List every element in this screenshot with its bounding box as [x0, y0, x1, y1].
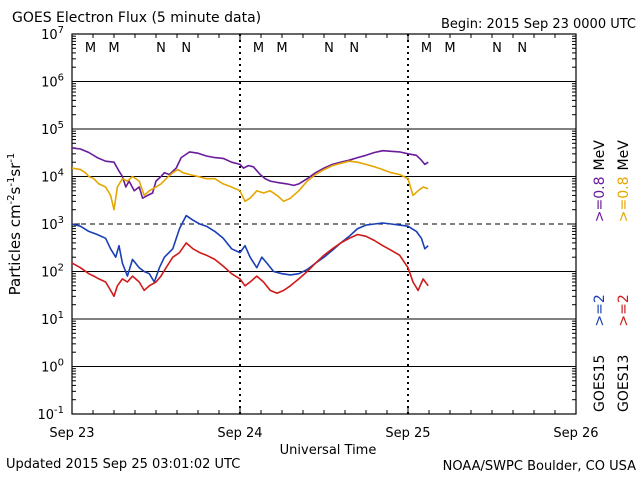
y-tick-label: 106	[41, 73, 64, 91]
updated-time: Updated 2015 Sep 25 03:01:02 UTC	[6, 457, 240, 472]
legend-column: GOES15>=2>=0.8MeV	[592, 140, 608, 412]
mn-marker: N	[181, 41, 191, 56]
x-tick-label: Sep 23	[49, 426, 94, 441]
x-tick-label: Sep 25	[385, 426, 430, 441]
y-tick-label: 100	[41, 358, 64, 376]
mn-marker: M	[253, 41, 264, 56]
mn-marker: N	[156, 41, 166, 56]
mn-marker: M	[444, 41, 455, 56]
y-tick-label: 107	[41, 25, 64, 43]
series-line	[71, 233, 429, 298]
mn-marker: M	[85, 41, 96, 56]
mn-marker: M	[276, 41, 287, 56]
y-axis-label: Particles cm-2s-1sr-1	[6, 153, 24, 296]
legend-column: GOES13>=2>=0.8MeV	[616, 140, 632, 412]
mn-marker: M	[421, 41, 432, 56]
mn-marker: N	[349, 41, 359, 56]
y-tick-label: 105	[41, 120, 64, 138]
begin-time: Begin: 2015 Sep 23 0000 UTC	[441, 17, 636, 32]
series-line	[71, 147, 429, 199]
x-tick-label: Sep 24	[217, 426, 262, 441]
x-axis-label: Universal Time	[280, 443, 377, 458]
mn-marker: N	[324, 41, 334, 56]
credit: NOAA/SWPC Boulder, CO USA	[443, 459, 636, 474]
y-tick-label: 104	[41, 168, 64, 186]
series-line	[71, 160, 429, 211]
plot-area: 10-1 100 101 102 103 104 105 106 107 Sep 23 Sep 24…	[37, 25, 598, 441]
y-tick-label: 102	[41, 263, 64, 281]
y-tick-label: 103	[41, 215, 64, 233]
y-tick-label: 101	[41, 310, 64, 328]
series-line	[71, 214, 429, 283]
mn-marker: N	[517, 41, 527, 56]
mn-marker: N	[492, 41, 502, 56]
x-tick-label: Sep 26	[553, 426, 598, 441]
mn-marker: M	[108, 41, 119, 56]
chart-title: GOES Electron Flux (5 minute data)	[12, 10, 261, 26]
y-tick-label: 10-1	[37, 405, 64, 423]
